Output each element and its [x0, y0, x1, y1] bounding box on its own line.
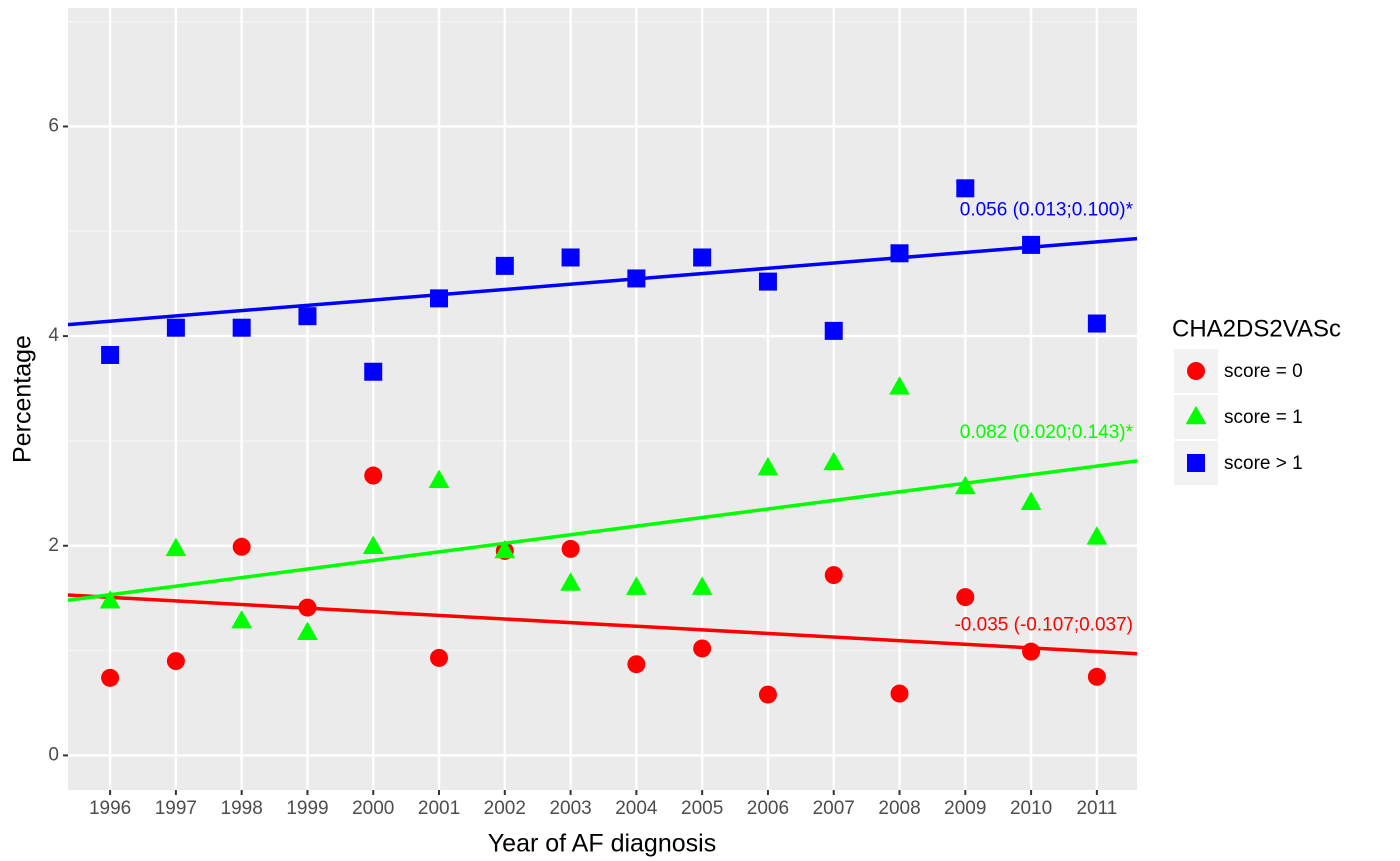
- trend-line: [67, 593, 1138, 656]
- point: [693, 639, 712, 658]
- point: [560, 572, 581, 591]
- y-tick-label: 2: [48, 535, 59, 556]
- x-tick-label: 2001: [418, 798, 460, 819]
- point: [101, 345, 120, 364]
- y-tick-label: 4: [48, 325, 59, 346]
- annotation: 0.056 (0.013;0.100)*: [960, 200, 1134, 221]
- point: [101, 668, 120, 687]
- series: [101, 466, 1106, 704]
- point: [166, 318, 185, 337]
- series: [99, 376, 1108, 640]
- point: [627, 655, 646, 674]
- point: [824, 321, 843, 340]
- x-tick-label: 2010: [1010, 798, 1052, 819]
- x-tick-label: 2000: [352, 798, 394, 819]
- x-tick-label: 1999: [286, 798, 328, 819]
- legend-label: score = 0: [1224, 361, 1303, 382]
- point: [428, 469, 450, 488]
- legend-entry: score > 1: [1174, 441, 1303, 485]
- trend-line: [67, 236, 1138, 327]
- y-tick-label: 6: [48, 115, 59, 136]
- x-tick-label: 2004: [615, 798, 658, 819]
- x-tick-label: 2008: [878, 798, 920, 819]
- legend-label: score > 1: [1224, 453, 1303, 474]
- point: [890, 684, 909, 703]
- point: [362, 535, 384, 555]
- point: [561, 248, 580, 267]
- trend-line: [67, 459, 1138, 603]
- point: [1022, 235, 1041, 254]
- point: [626, 576, 647, 595]
- x-tick-label: 1997: [155, 798, 197, 819]
- point: [1087, 314, 1106, 333]
- legend-key: [1187, 362, 1205, 380]
- point: [165, 537, 187, 557]
- point: [232, 318, 251, 337]
- point: [956, 588, 975, 607]
- x-tick-label: 2009: [944, 798, 986, 819]
- point: [166, 652, 185, 671]
- legend-entry: score = 1: [1174, 395, 1303, 439]
- point: [430, 648, 449, 667]
- x-tick-label: 2011: [1076, 798, 1117, 819]
- x-tick-label: 1996: [89, 798, 131, 819]
- point: [495, 256, 514, 275]
- point: [824, 566, 843, 585]
- y-tick-label: 0: [48, 744, 59, 765]
- x-tick-label: 2003: [549, 798, 591, 819]
- point: [691, 576, 713, 595]
- x-axis-title: Year of AF diagnosis: [488, 830, 716, 858]
- point: [758, 685, 777, 704]
- point: [954, 475, 976, 495]
- series: [101, 179, 1106, 381]
- point: [297, 621, 318, 640]
- legend-entry: score = 0: [1174, 349, 1303, 393]
- point: [494, 539, 516, 559]
- point: [757, 456, 779, 476]
- point: [1022, 642, 1041, 661]
- x-tick-label: 2005: [681, 798, 723, 819]
- x-tick-label: 2006: [747, 798, 789, 819]
- x-tick-label: 1998: [221, 798, 263, 819]
- point: [232, 537, 251, 556]
- point: [693, 248, 712, 267]
- point: [231, 609, 253, 629]
- panel: [68, 8, 1137, 790]
- point: [889, 376, 910, 395]
- point: [1020, 491, 1042, 510]
- point: [298, 307, 317, 326]
- y-axis-title: Percentage: [9, 335, 37, 463]
- annotation: 0.082 (0.020;0.143)*: [960, 422, 1134, 443]
- point: [956, 179, 975, 198]
- point: [1087, 667, 1106, 686]
- legend-label: score = 1: [1224, 407, 1303, 428]
- legend-key: [1187, 454, 1205, 472]
- legend-title: CHA2DS2VASc: [1172, 315, 1341, 342]
- point: [364, 466, 383, 485]
- point: [758, 272, 777, 291]
- point: [99, 590, 121, 609]
- point: [364, 362, 383, 381]
- point: [1086, 526, 1108, 545]
- grid: [68, 8, 1137, 790]
- point: [430, 289, 449, 308]
- x-tick-label: 2002: [484, 798, 526, 819]
- annotation: -0.035 (-0.107;0.037): [954, 615, 1133, 636]
- legend-key: [1185, 405, 1207, 425]
- point: [823, 451, 845, 471]
- point: [561, 539, 580, 558]
- x-tick-label: 2007: [813, 798, 855, 819]
